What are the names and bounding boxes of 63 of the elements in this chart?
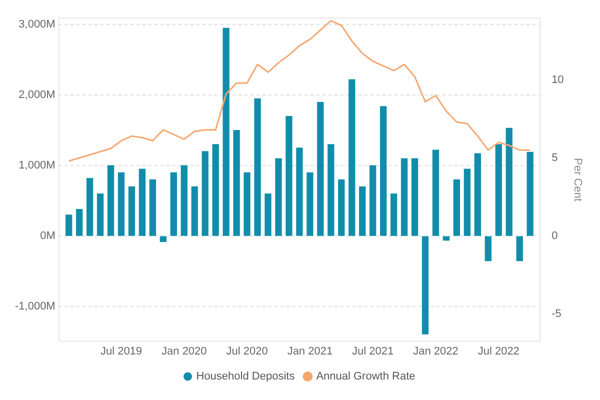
- x-tick-label: Jul 2022: [478, 345, 520, 358]
- bar: [338, 179, 345, 236]
- y-tick-label: 3,000M: [18, 18, 56, 31]
- x-tick-label: Jan 2020: [162, 345, 207, 358]
- bar: [516, 236, 523, 262]
- bar: [422, 236, 429, 334]
- bar: [474, 153, 481, 236]
- bar: [107, 165, 114, 236]
- bar: [400, 158, 408, 236]
- bar: [317, 102, 324, 236]
- bar: [348, 79, 356, 236]
- bar: [128, 186, 136, 236]
- x-tick-label: Jul 2020: [226, 345, 268, 358]
- bar: [432, 150, 440, 236]
- x-tick-label: Jan 2022: [413, 345, 458, 358]
- bar: [138, 168, 146, 236]
- y2-tick-label: 10: [552, 74, 564, 86]
- x-tick-label: Jan 2021: [287, 345, 333, 358]
- y-tick-label: 2,000M: [18, 89, 56, 102]
- bar: [328, 144, 334, 236]
- x-tick-label: Jul 2019: [100, 345, 142, 358]
- bar: [506, 128, 512, 236]
- x-tick-label: Jul 2021: [352, 345, 394, 358]
- y2-tick-label: -5: [552, 308, 562, 320]
- bar: [286, 116, 292, 236]
- bar: [86, 178, 94, 236]
- bar: [66, 214, 72, 236]
- y2-axis-title: Per Cent: [571, 158, 584, 202]
- bar: [222, 28, 230, 236]
- bar: [191, 186, 198, 236]
- bar: [526, 152, 534, 236]
- bar: [411, 158, 418, 236]
- y-tick-label: -1,000M: [14, 300, 56, 313]
- y2-tick-label: 5: [552, 152, 558, 164]
- bar: [495, 144, 502, 236]
- bar: [296, 148, 303, 236]
- bar: [453, 179, 460, 236]
- y-tick-label: 1,000M: [18, 160, 56, 172]
- legend-label: Annual Growth Rate: [316, 370, 416, 383]
- bar: [254, 98, 261, 236]
- y2-tick-label: 0: [552, 230, 558, 242]
- legend-label: Household Deposits: [196, 370, 296, 383]
- bar: [233, 130, 240, 236]
- bar: [359, 186, 366, 236]
- bar: [484, 236, 492, 262]
- bar: [380, 106, 387, 236]
- bar: [306, 172, 314, 236]
- bar: [180, 165, 188, 236]
- bar: [202, 151, 208, 236]
- bar: [212, 144, 219, 236]
- bar: [244, 172, 250, 236]
- bar: [149, 179, 156, 236]
- bar: [160, 236, 167, 242]
- bar: [170, 172, 177, 236]
- y-tick-label: 0M: [40, 230, 56, 242]
- bar: [76, 208, 83, 236]
- bar: [390, 193, 398, 236]
- bar: [464, 168, 471, 236]
- bar: [275, 158, 282, 236]
- bar: [370, 165, 376, 236]
- bar: [264, 193, 272, 236]
- bar: [96, 193, 104, 236]
- bar: [118, 172, 125, 236]
